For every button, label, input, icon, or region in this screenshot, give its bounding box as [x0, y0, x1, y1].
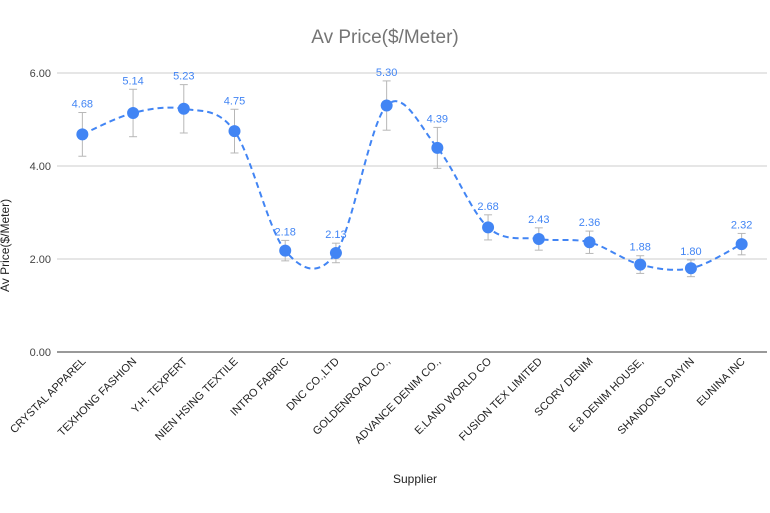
data-point	[634, 258, 647, 271]
data-label: 2.43	[528, 214, 549, 226]
data-point	[177, 102, 190, 115]
y-tick-label: 6.00	[30, 68, 51, 80]
data-label: 5.30	[376, 67, 397, 79]
x-axis-label: Supplier	[392, 472, 438, 486]
data-label: 5.23	[173, 71, 194, 83]
data-label: 1.80	[680, 246, 701, 258]
data-point	[380, 99, 393, 112]
chart-title: Av Price($/Meter)	[311, 27, 459, 48]
series-line	[81, 100, 743, 271]
data-point	[329, 246, 342, 259]
y-tick-label: 4.00	[30, 161, 51, 173]
data-point	[76, 128, 89, 141]
data-point	[279, 244, 292, 257]
y-tick-label: 2.00	[30, 254, 51, 266]
data-label: 1.88	[630, 242, 651, 254]
x-tick-label: ADVANCE DENIM CO.,	[353, 356, 444, 447]
data-label: 2.18	[275, 226, 296, 238]
data-point	[482, 221, 495, 234]
x-tick-label: DNC CO.,LTD	[284, 356, 342, 414]
data-label: 2.32	[731, 219, 752, 231]
data-label: 2.68	[477, 201, 498, 213]
data-point	[532, 233, 545, 246]
data-label: 2.36	[579, 217, 600, 229]
data-label: 4.39	[427, 113, 448, 125]
data-point	[127, 106, 140, 119]
y-tick-label: 0.00	[30, 347, 51, 359]
data-label: 4.68	[72, 99, 93, 111]
data-label: 4.75	[224, 95, 245, 107]
data-point	[735, 238, 748, 251]
data-label: 5.14	[122, 75, 143, 87]
data-label: 2.13	[325, 229, 346, 241]
data-point	[684, 262, 697, 275]
y-axis-label: Av Price($/Meter)	[0, 198, 12, 292]
x-tick-label: EUNINA INC	[695, 356, 748, 409]
x-tick-label: NIEN HSING TEXTILE	[153, 356, 240, 443]
x-tick-label: FUSION TEX LIMITED	[457, 356, 545, 444]
data-point	[228, 125, 241, 138]
data-point	[431, 141, 444, 154]
data-point	[583, 236, 596, 249]
